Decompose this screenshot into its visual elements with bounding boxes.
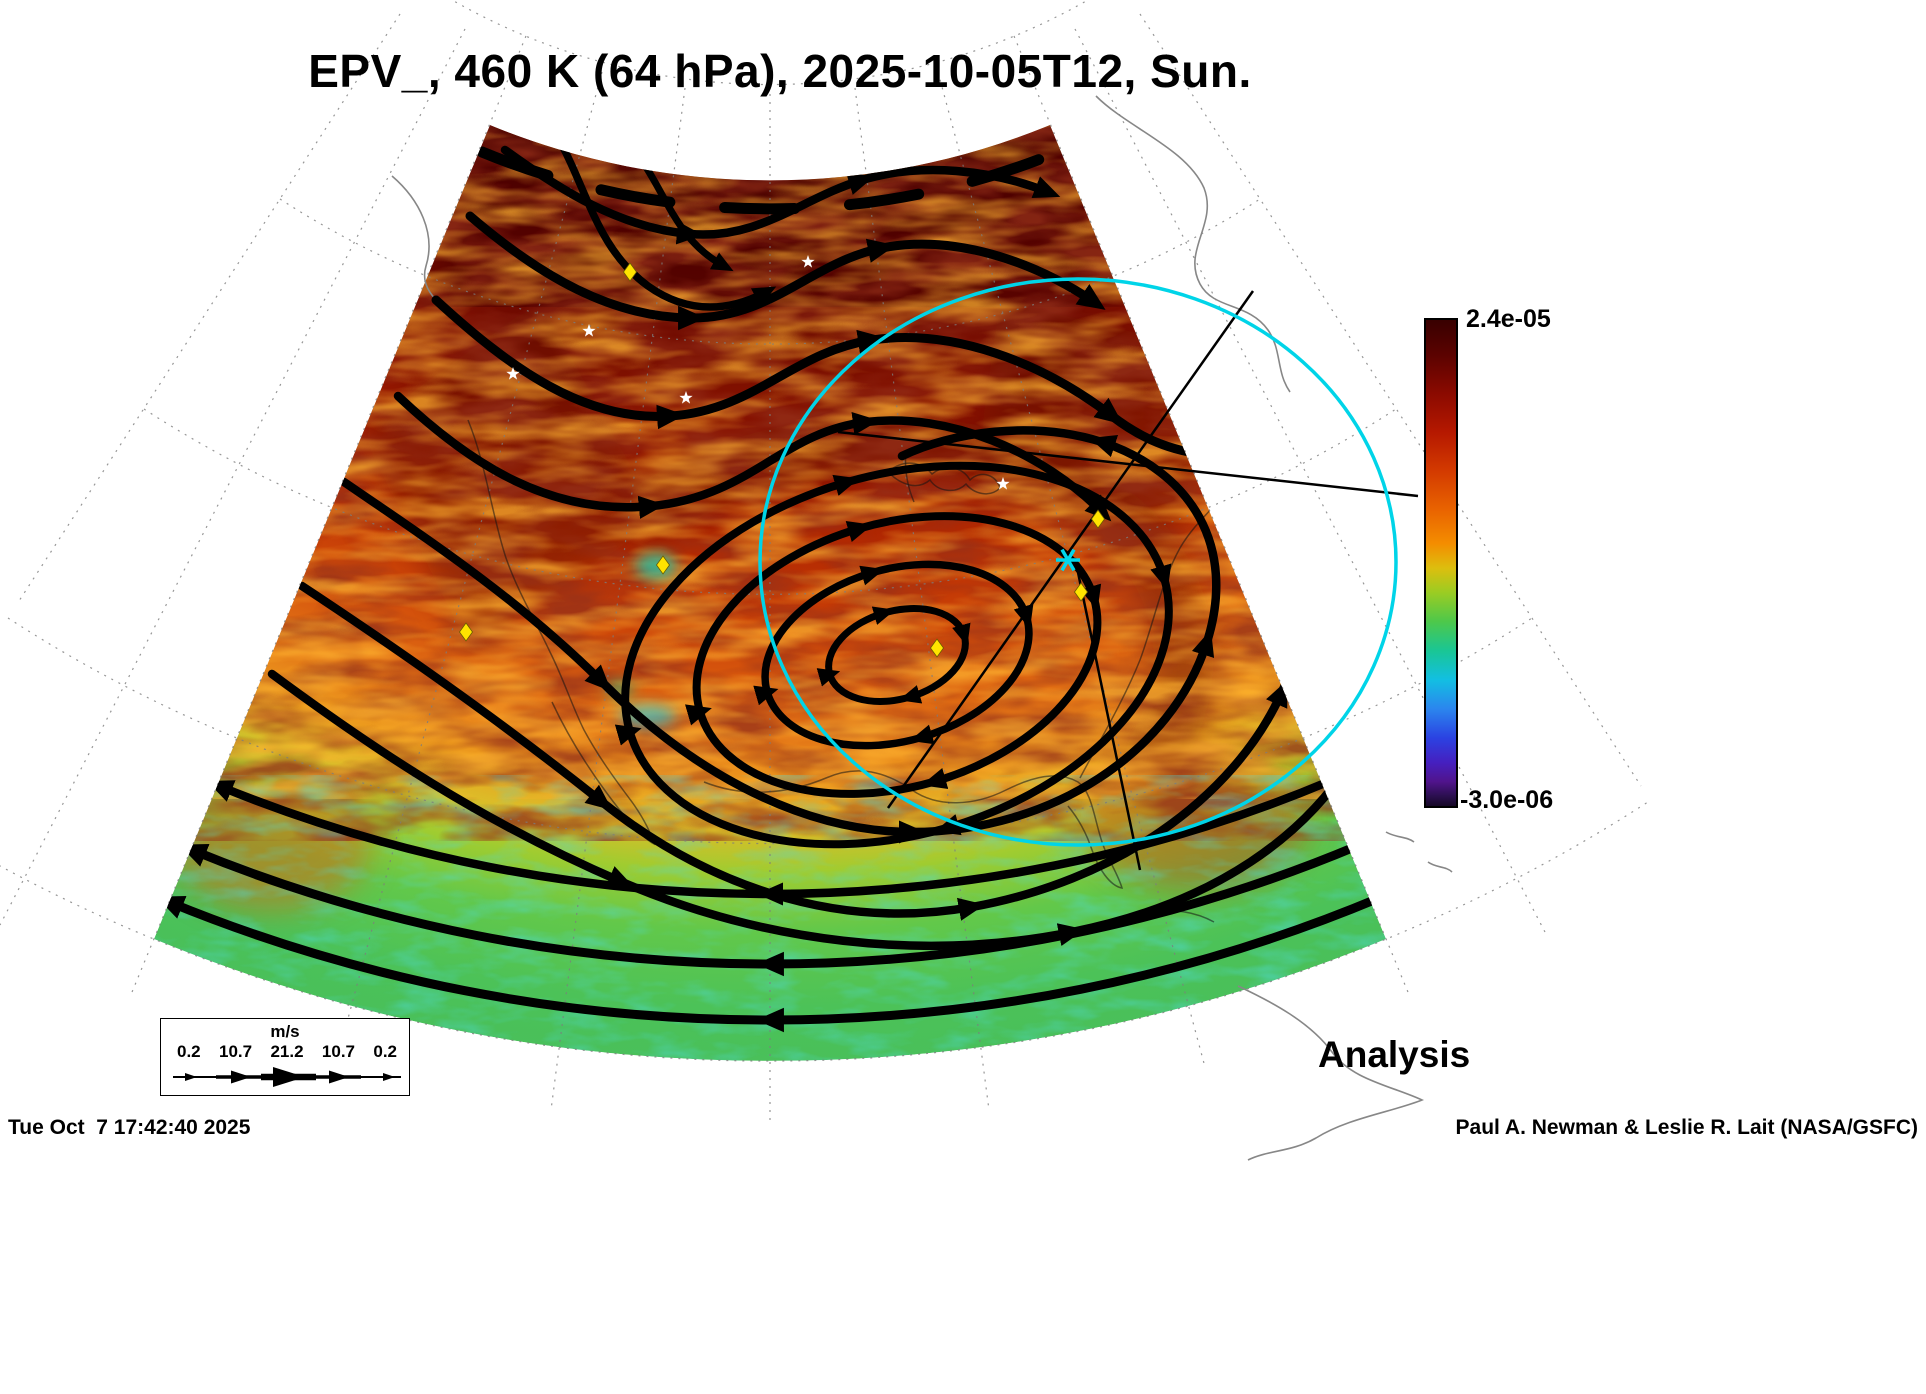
vortex-loops bbox=[621, 461, 1214, 849]
wind-legend-values: 0.2 10.7 21.2 10.7 0.2 bbox=[161, 1042, 409, 1062]
colorbar-min-label: -3.0e-06 bbox=[1460, 786, 1554, 814]
circle-center-asterisk-icon bbox=[1056, 548, 1080, 572]
wind-legend-value: 0.2 bbox=[373, 1042, 397, 1061]
generation-timestamp: Tue Oct 7 17:42:40 2025 bbox=[8, 1116, 251, 1139]
range-circle bbox=[758, 277, 1398, 847]
wind-legend-value: 10.7 bbox=[219, 1042, 253, 1061]
wind-legend-value: 0.2 bbox=[177, 1042, 201, 1061]
track-line bbox=[1073, 557, 1142, 871]
wind-speed-legend: m/s 0.2 10.7 21.2 10.7 0.2 bbox=[160, 1018, 410, 1096]
track-line bbox=[837, 430, 1419, 498]
credit-line: Paul A. Newman & Leslie R. Lait (NASA/GS… bbox=[1455, 1116, 1918, 1139]
graticule bbox=[0, 0, 1652, 1124]
page-title: EPV_, 460 K (64 hPa), 2025-10-05T12, Sun… bbox=[308, 45, 1252, 97]
wind-legend-unit: m/s bbox=[270, 1022, 300, 1041]
wind-legend-value: 21.2 bbox=[270, 1042, 304, 1061]
track-lines bbox=[837, 290, 1419, 871]
colorbar-gradient bbox=[1424, 318, 1458, 808]
wind-streamlines bbox=[156, 130, 1384, 1033]
colorbar-max-label: 2.4e-05 bbox=[1466, 305, 1551, 333]
track-line bbox=[886, 290, 1255, 809]
wind-scale-arrows-icon bbox=[173, 1067, 401, 1087]
analysis-label: Analysis bbox=[1318, 1034, 1471, 1075]
wind-legend-value: 10.7 bbox=[321, 1042, 355, 1061]
